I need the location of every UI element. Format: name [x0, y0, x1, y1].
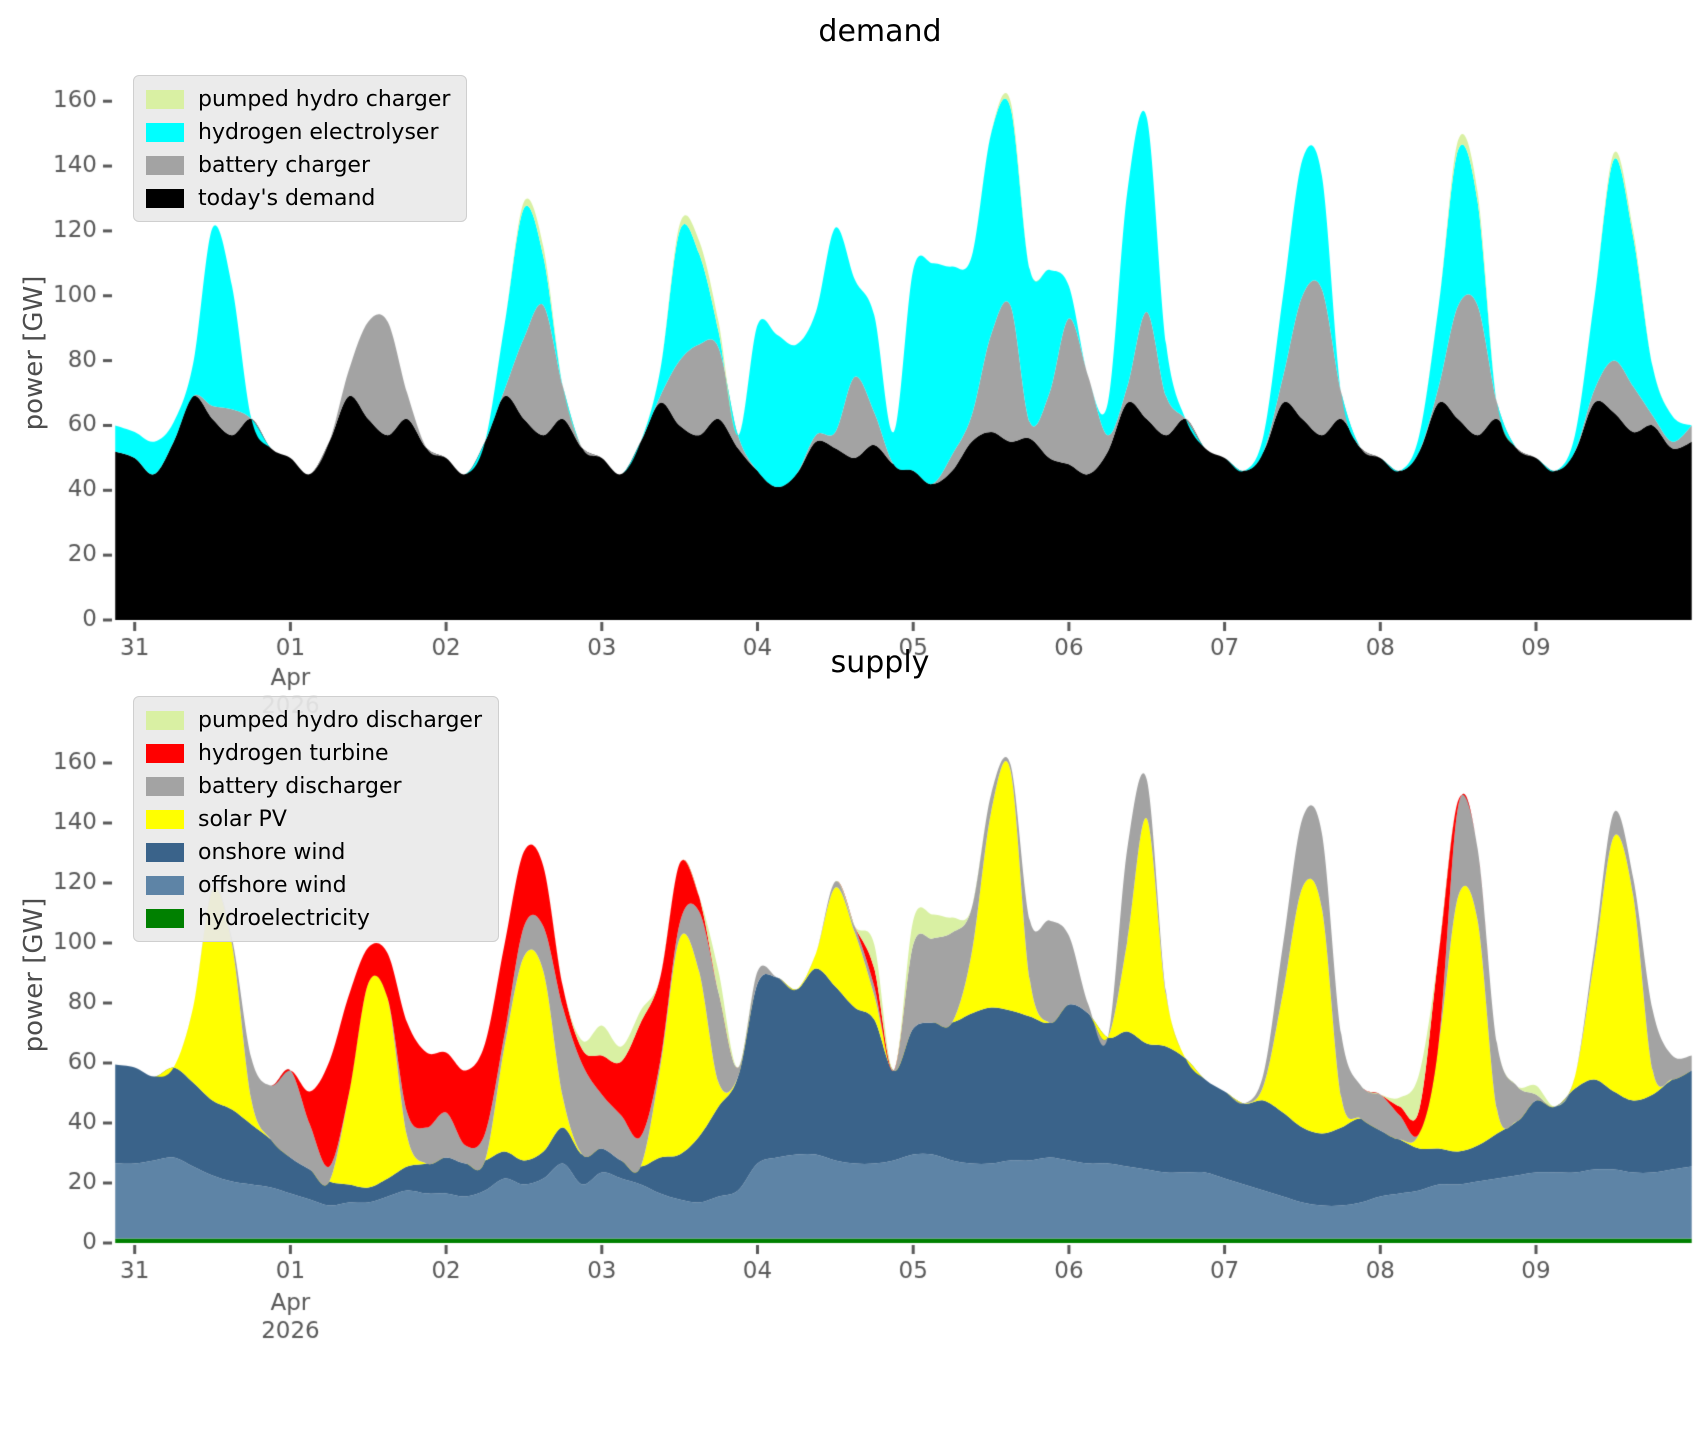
- legend-label: pumped hydro discharger: [198, 707, 483, 733]
- legend-item-hydrogen-turbine: hydrogen turbine: [146, 738, 482, 768]
- legend-swatch-icon: [146, 710, 184, 730]
- legend-label: battery discharger: [198, 773, 402, 799]
- legend-swatch-icon: [146, 122, 184, 142]
- legend-label: solar PV: [198, 806, 287, 832]
- legend-label: today's demand: [198, 185, 376, 211]
- demand-legend: pumped hydro charger hydrogen electrolyse…: [133, 75, 468, 222]
- legend-label: offshore wind: [198, 872, 347, 898]
- legend-label: onshore wind: [198, 839, 346, 865]
- legend-item-battery-discharger: battery discharger: [146, 771, 482, 801]
- legend-item-onshore-wind: onshore wind: [146, 837, 482, 867]
- supply-y-axis-label: power [GW]: [19, 897, 49, 1053]
- legend-label: battery charger: [198, 152, 371, 178]
- legend-label: hydrogen turbine: [198, 740, 389, 766]
- legend-swatch-icon: [146, 188, 184, 208]
- legend-item-offshore-wind: offshore wind: [146, 870, 482, 900]
- legend-swatch-icon: [146, 155, 184, 175]
- legend-item-hydrogen-electrolyser: hydrogen electrolyser: [146, 117, 450, 147]
- legend-item-hydroelectricity: hydroelectricity: [146, 903, 482, 933]
- legend-item-solar-pv: solar PV: [146, 804, 482, 834]
- demand-y-axis-label: power [GW]: [19, 275, 49, 431]
- legend-item-battery-charger: battery charger: [146, 150, 450, 180]
- legend-swatch-icon: [146, 875, 184, 895]
- legend-label: hydroelectricity: [198, 905, 370, 931]
- legend-swatch-icon: [146, 743, 184, 763]
- legend-swatch-icon: [146, 809, 184, 829]
- legend-swatch-icon: [146, 776, 184, 796]
- demand-chart-title: demand: [818, 14, 942, 49]
- legend-swatch-icon: [146, 842, 184, 862]
- legend-swatch-icon: [146, 89, 184, 109]
- legend-label: hydrogen electrolyser: [198, 119, 439, 145]
- supply-chart-title: supply: [830, 645, 930, 680]
- supply-legend: pumped hydro discharger hydrogen turbine b…: [133, 696, 500, 942]
- legend-item-pumped-hydro-charger: pumped hydro charger: [146, 84, 450, 114]
- legend-item-pumped-hydro-discharger: pumped hydro discharger: [146, 705, 482, 735]
- legend-item-today-s-demand: today's demand: [146, 183, 450, 213]
- legend-label: pumped hydro charger: [198, 86, 451, 112]
- legend-swatch-icon: [146, 908, 184, 928]
